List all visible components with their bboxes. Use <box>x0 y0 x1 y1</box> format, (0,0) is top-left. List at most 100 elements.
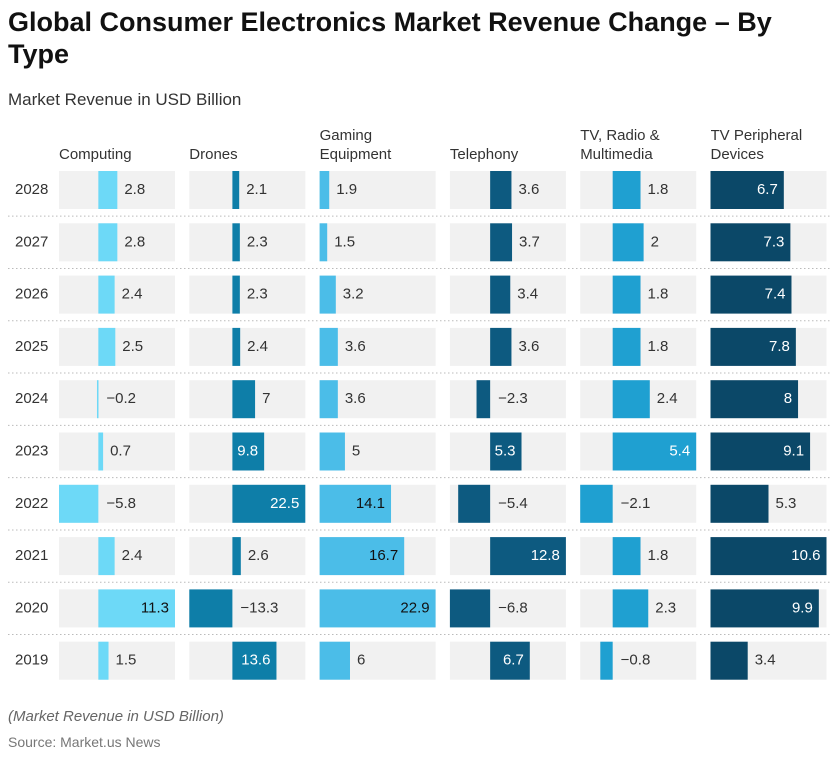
bar <box>232 537 241 576</box>
value-label: 8 <box>784 390 792 407</box>
value-label: −13.3 <box>240 599 278 616</box>
column-header-box: TV Peripheral Devices <box>710 127 803 163</box>
value-label: 2.3 <box>655 599 676 616</box>
bar <box>710 327 796 366</box>
value-label: 5.4 <box>669 442 690 459</box>
value-label: 12.8 <box>531 547 560 564</box>
value-label: 9.9 <box>792 599 813 616</box>
value-label: 9.1 <box>783 442 804 459</box>
value-label: 3.6 <box>345 390 366 407</box>
value-label: −0.2 <box>106 390 136 407</box>
bar <box>476 380 491 419</box>
value-label: −2.1 <box>621 495 651 512</box>
bar <box>612 223 644 262</box>
value-label: 2.5 <box>122 338 143 355</box>
bar <box>319 223 328 262</box>
bar <box>232 327 241 366</box>
bar <box>580 484 613 523</box>
bar <box>710 275 792 314</box>
value-label: 3.6 <box>345 338 366 355</box>
bar <box>710 432 811 471</box>
bar <box>98 275 115 314</box>
bar <box>490 275 511 314</box>
value-label: 1.8 <box>648 338 669 355</box>
value-label: 2.8 <box>124 181 145 198</box>
bar <box>490 223 513 262</box>
cell-background <box>189 171 306 209</box>
value-label: −2.3 <box>498 390 528 407</box>
cell-background <box>319 380 436 419</box>
bar <box>232 432 265 471</box>
bar <box>490 641 530 680</box>
footnote: (Market Revenue in USD Billion) <box>8 708 224 725</box>
value-label: −0.8 <box>621 652 651 669</box>
value-label: 11.3 <box>141 599 169 616</box>
bar <box>232 223 240 262</box>
column-header: Telephony <box>449 146 519 163</box>
bar <box>612 537 641 576</box>
bar <box>710 589 819 628</box>
cell-background <box>319 223 436 262</box>
bar <box>319 275 336 314</box>
chart-title: Global Consumer Electronics Market Reven… <box>8 7 772 69</box>
bar <box>232 380 256 419</box>
value-label: 22.9 <box>400 599 429 616</box>
row-label: 2020 <box>15 599 48 616</box>
bar <box>710 223 791 262</box>
bar <box>232 641 277 680</box>
value-label: 5 <box>352 442 360 459</box>
value-label: 1.8 <box>648 181 669 198</box>
cell-background <box>319 171 436 209</box>
value-label: 2.4 <box>122 547 143 564</box>
bar <box>710 171 784 209</box>
bar <box>232 275 240 314</box>
bar <box>96 380 99 419</box>
value-label: 6.7 <box>503 652 524 669</box>
bar <box>319 380 338 419</box>
value-label: 1.9 <box>336 181 357 198</box>
bar <box>98 327 116 366</box>
bar <box>612 171 641 209</box>
cell-background <box>59 380 175 419</box>
bar <box>612 275 641 314</box>
bar <box>232 484 306 523</box>
value-label: 7.8 <box>769 338 790 355</box>
bar <box>319 432 345 471</box>
bar <box>490 432 522 471</box>
value-label: 7 <box>262 390 270 407</box>
bar <box>98 537 115 576</box>
bar <box>710 537 827 576</box>
value-label: 3.4 <box>517 286 538 303</box>
cell-background <box>580 641 697 680</box>
value-label: 0.7 <box>110 442 131 459</box>
value-label: 3.2 <box>343 286 364 303</box>
column-header: TV Peripheral Devices <box>710 127 803 163</box>
row-label: 2027 <box>15 233 48 250</box>
value-label: 2 <box>651 233 659 250</box>
value-label: 13.6 <box>241 652 270 669</box>
bar <box>710 380 799 419</box>
bar <box>319 641 350 680</box>
bar <box>612 380 650 419</box>
chart: 2028 2027 2026 2025 2024 2023 2022 2021 2020 2019… <box>8 127 832 680</box>
value-label: 2.4 <box>657 390 678 407</box>
column-header-box: TV, Radio & Multimedia <box>580 127 660 163</box>
bar <box>449 589 491 628</box>
value-label: 2.6 <box>248 547 269 564</box>
column-header-box: Drones <box>189 146 237 163</box>
value-label: 3.6 <box>518 338 539 355</box>
cell-background <box>59 641 175 680</box>
row-label: 2022 <box>15 495 48 512</box>
row-label: 2025 <box>15 338 48 355</box>
column-header: Gaming Equipment <box>319 127 392 163</box>
cell-background <box>189 223 306 262</box>
row-label: 2021 <box>15 547 48 564</box>
row-label: 2028 <box>15 181 48 198</box>
column-header: Computing <box>59 146 132 163</box>
row-label: 2026 <box>15 286 48 303</box>
bar <box>612 327 641 366</box>
value-label: 6.7 <box>757 181 778 198</box>
bar <box>98 171 118 209</box>
value-label: 3.4 <box>755 652 776 669</box>
